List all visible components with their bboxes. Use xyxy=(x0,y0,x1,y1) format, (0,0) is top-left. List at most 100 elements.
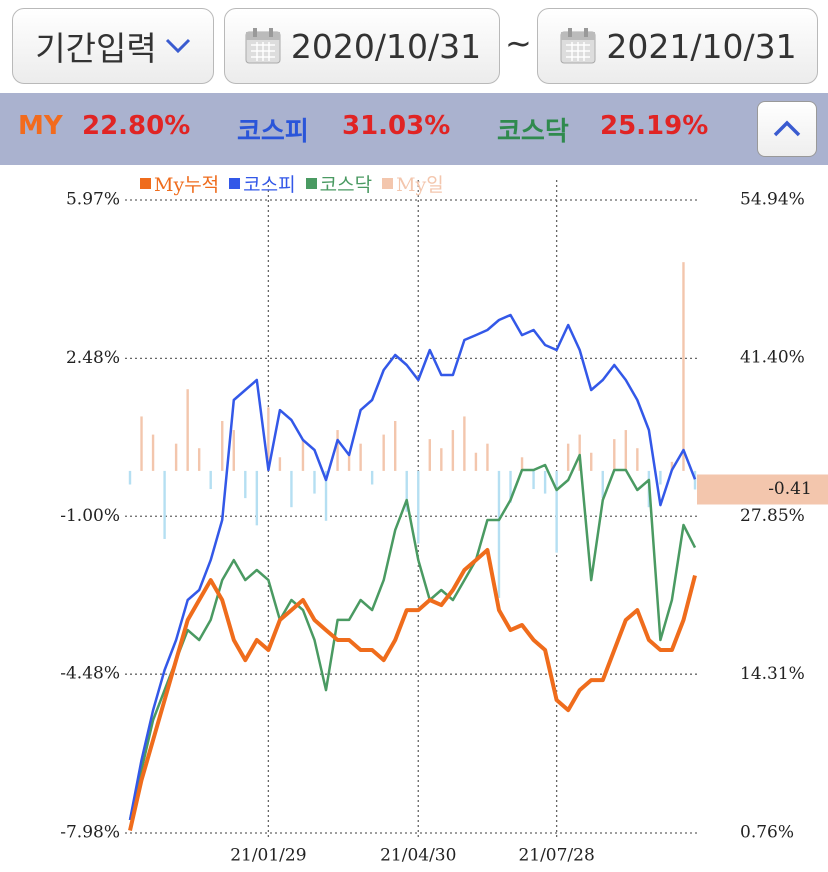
end-date-button[interactable]: 2021/10/31 xyxy=(537,8,818,84)
bar xyxy=(267,407,270,471)
legend-swatch xyxy=(305,178,317,189)
bar xyxy=(255,470,259,526)
y2-tick-label: 14.31% xyxy=(740,664,805,684)
line xyxy=(128,313,697,821)
bar xyxy=(382,434,385,471)
bar xyxy=(659,470,662,485)
bar xyxy=(463,416,466,471)
bar xyxy=(359,443,362,471)
legend-label: 코스닥 xyxy=(319,174,373,196)
line xyxy=(128,548,697,831)
x-tick-label: 21/01/29 xyxy=(230,846,306,866)
legend-label: 코스피 xyxy=(243,174,296,196)
bar xyxy=(174,443,178,471)
period-button-label: 기간입력 xyxy=(35,29,157,68)
legend-item: My누적 xyxy=(140,170,219,197)
bar xyxy=(451,430,455,471)
bar xyxy=(186,389,189,471)
legend-item: My일 xyxy=(382,170,444,197)
end-date: 2021/10/31 xyxy=(606,26,797,66)
bar xyxy=(682,262,685,471)
summary-value: 31.03% xyxy=(342,111,451,141)
y2-tick-label: 27.85% xyxy=(740,506,805,526)
calendar-icon xyxy=(560,28,596,64)
bar xyxy=(440,448,443,471)
bar xyxy=(290,470,293,508)
summary-label: MY xyxy=(18,111,63,141)
bar xyxy=(543,470,547,494)
legend-swatch xyxy=(229,178,241,189)
y-tick-label: 2.48% xyxy=(66,348,120,368)
y-tick-label: -4.48% xyxy=(60,664,120,684)
bar xyxy=(209,470,212,490)
start-date: 2020/10/31 xyxy=(290,26,482,66)
bar xyxy=(324,470,328,521)
legend-label: My누적 xyxy=(154,174,220,196)
bar xyxy=(301,439,305,471)
bar xyxy=(313,470,316,494)
bar xyxy=(278,457,282,471)
bar xyxy=(221,420,224,471)
period-button[interactable]: 기간입력 xyxy=(12,8,214,84)
bar xyxy=(497,470,501,598)
legend-item: 코스피 xyxy=(229,170,296,197)
start-date-button[interactable]: 2020/10/31 xyxy=(224,8,500,84)
legend-swatch xyxy=(140,178,151,189)
current-value-label: -0.41 xyxy=(768,479,812,499)
bar xyxy=(232,430,235,471)
summary-label: 코스피 xyxy=(237,117,309,147)
bar xyxy=(405,470,408,512)
y-tick-label: -7.98% xyxy=(60,823,120,843)
bar xyxy=(613,439,616,471)
bar xyxy=(197,448,201,471)
current-value-box xyxy=(697,474,828,505)
bar xyxy=(428,439,431,471)
bar xyxy=(370,470,374,485)
bar xyxy=(151,434,155,471)
bar xyxy=(509,470,512,503)
x-tick-label: 21/07/28 xyxy=(518,846,594,866)
bar xyxy=(417,470,420,544)
bar xyxy=(566,443,570,471)
bar xyxy=(601,470,604,499)
collapse-button[interactable] xyxy=(757,101,817,157)
chevron-down xyxy=(165,38,190,54)
summary-label: 코스닥 xyxy=(497,117,569,147)
bar xyxy=(555,470,558,553)
legend-item: 코스닥 xyxy=(305,170,373,197)
summary-value: 22.80% xyxy=(82,111,191,141)
bar xyxy=(670,461,674,471)
y-tick-label: -1.00% xyxy=(60,506,120,526)
line xyxy=(128,453,697,821)
bar xyxy=(347,452,351,471)
bar xyxy=(244,470,247,499)
bar xyxy=(636,448,639,471)
y-tick-label: 5.97% xyxy=(66,190,120,210)
bar xyxy=(394,420,397,471)
bar xyxy=(486,443,489,471)
bar xyxy=(140,416,143,471)
summary-bar: MY 22.80% 코스피 31.03% 코스닥 25.19% xyxy=(0,93,828,165)
bar xyxy=(163,470,166,539)
summary-value: 25.19% xyxy=(600,111,709,141)
legend-swatch xyxy=(382,178,394,189)
x-tick-label: 21/04/30 xyxy=(380,846,456,866)
bar xyxy=(590,452,593,471)
bar xyxy=(520,457,524,471)
y2-tick-label: 54.94% xyxy=(740,190,805,210)
y2-tick-label: 41.40% xyxy=(740,348,805,368)
legend: My누적 코스피 코스닥 My일 xyxy=(140,170,444,197)
bar xyxy=(624,430,628,471)
bar xyxy=(474,452,478,471)
y2-tick-label: 0.76% xyxy=(740,823,794,843)
date-separator: ~ xyxy=(505,24,532,62)
bar xyxy=(578,434,581,471)
bar xyxy=(336,430,339,471)
chevron-up xyxy=(773,120,801,137)
bar xyxy=(128,470,132,485)
bar xyxy=(693,470,697,490)
bar xyxy=(532,470,535,490)
calendar-icon xyxy=(245,28,281,64)
